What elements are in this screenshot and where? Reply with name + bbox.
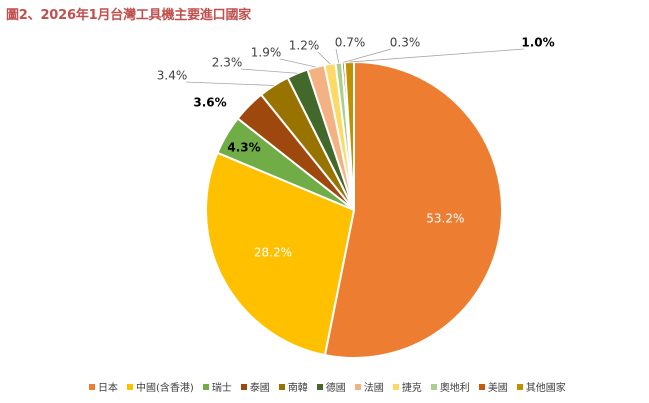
legend-swatch — [127, 383, 133, 390]
legend-swatch — [202, 383, 209, 390]
legend-item-6: 德國 — [316, 379, 346, 394]
pie-slice-1 — [323, 60, 504, 359]
legend-item-1: 日本 — [89, 379, 118, 394]
data-label-9: 0.7% — [335, 36, 366, 50]
leader-line-10 — [343, 48, 392, 63]
data-label-6: 2.3% — [212, 56, 243, 70]
leader-line-11 — [349, 48, 525, 63]
legend-swatch — [478, 383, 485, 390]
legend-swatch — [516, 383, 523, 390]
legend-label: 美國 — [487, 383, 508, 394]
legend-label: 日本 — [98, 383, 118, 394]
legend-label: 南韓 — [287, 383, 308, 394]
data-label-11: 1.0% — [521, 36, 554, 50]
legend-swatch — [278, 383, 285, 390]
legend-label: 其他國家 — [525, 383, 566, 394]
legend-item-4: 泰國 — [240, 379, 270, 394]
legend-label: 捷克 — [401, 383, 422, 394]
legend-item-3: 瑞士 — [202, 379, 232, 394]
legend-label: 法國 — [363, 383, 384, 394]
legend-label: 奧地利 — [439, 383, 470, 394]
chart-title: 圖2、2026年1月台灣工具機主要進口國家 — [6, 8, 252, 23]
legend-item-2: 中國(含香港) — [127, 379, 194, 394]
data-label-4: 3.6% — [193, 96, 226, 110]
chart-legend: 日本 中國(含香港) 瑞士 泰國 南韓 德國 法國 捷克 奧地利 美國 其他國家 — [89, 379, 566, 394]
legend-swatch — [392, 383, 399, 390]
pie-slice-2 — [205, 151, 356, 357]
legend-item-7: 法國 — [354, 379, 384, 394]
legend-swatch — [430, 383, 437, 390]
data-label-8: 1.2% — [289, 39, 320, 53]
legend-item-9: 奧地利 — [430, 379, 470, 394]
legend-swatch — [89, 383, 95, 390]
legend-swatch — [316, 383, 323, 390]
leader-line-9 — [335, 48, 340, 63]
legend-label: 泰國 — [249, 383, 270, 394]
legend-item-5: 南韓 — [278, 379, 308, 394]
data-label-1: 53.2% — [426, 212, 464, 226]
leader-line-5 — [185, 81, 275, 86]
legend-swatch — [354, 383, 361, 390]
data-label-5: 3.4% — [157, 69, 188, 83]
leader-line-8 — [317, 51, 331, 65]
legend-item-8: 捷克 — [392, 379, 422, 394]
legend-label: 瑞士 — [211, 383, 232, 394]
legend-label: 德國 — [325, 383, 346, 394]
legend-item-11: 其他國家 — [516, 379, 566, 394]
leader-line-7 — [279, 58, 316, 68]
data-label-3: 4.3% — [227, 141, 260, 155]
legend-label: 中國(含香港) — [136, 383, 194, 394]
data-label-2: 28.2% — [254, 246, 292, 260]
legend-swatch — [240, 383, 247, 390]
data-label-7: 1.9% — [251, 46, 282, 60]
leader-line-6 — [240, 68, 298, 74]
legend-item-10: 美國 — [478, 379, 508, 394]
data-label-10: 0.3% — [390, 36, 421, 50]
